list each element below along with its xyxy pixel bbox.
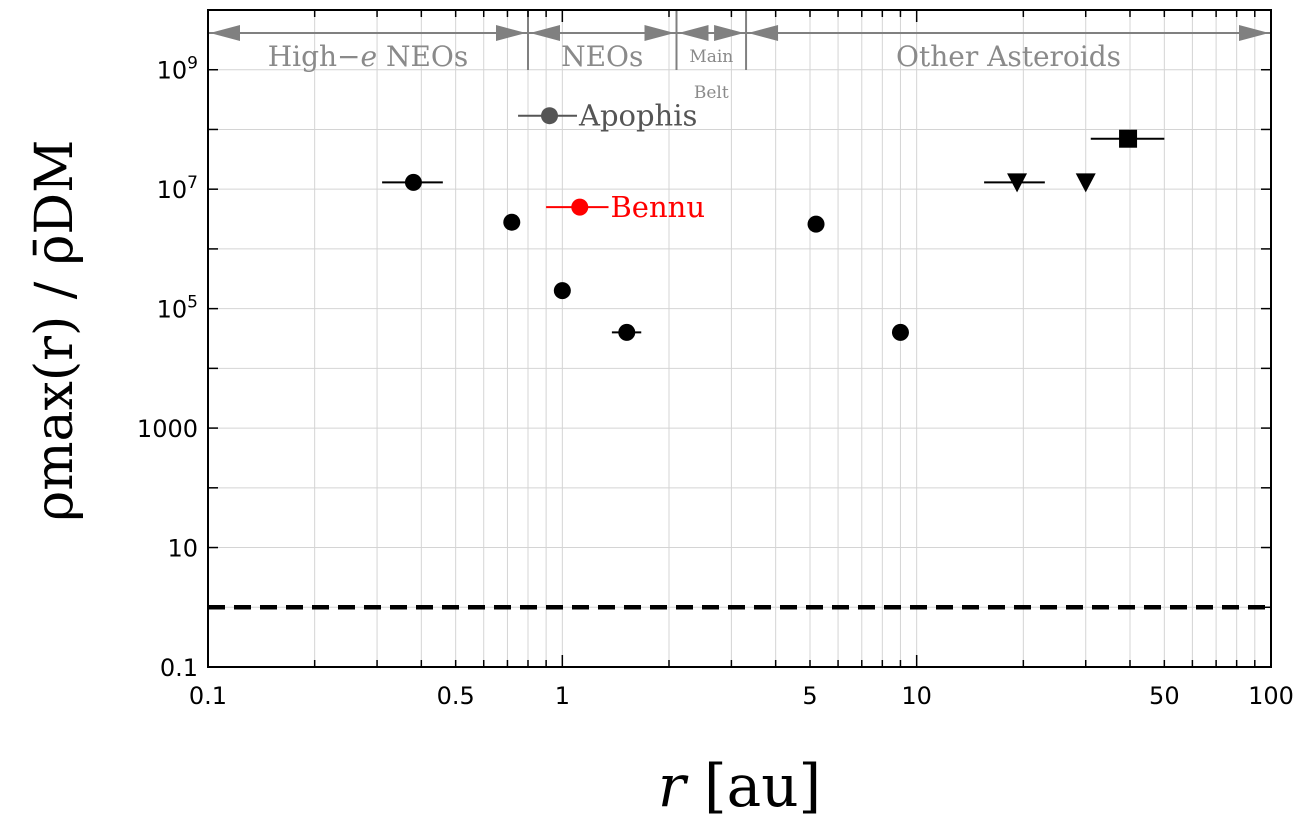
region-annotations: High−e NEOs NEOs Main Belt Other Asteroids [208,10,1271,103]
region-arrow-head [714,25,745,41]
grid [208,10,1271,667]
x-tick-label: 0.1 [189,682,227,710]
region-arrow-head [210,25,240,41]
data-point-circle [503,213,521,231]
x-tick-label: 100 [1248,682,1294,710]
y-tick-label: 105 [157,293,198,324]
plot-frame [207,9,1272,668]
data-point-circle [553,282,571,300]
data-point-triangle-down [1007,173,1028,193]
named-points: Apophis Bennu [518,99,705,224]
region-label: Other Asteroids [896,40,1121,73]
data-point-circle [807,215,825,233]
data-point-circle [404,173,422,191]
data-point-square [1119,129,1138,148]
region-arrow-head [678,25,709,41]
x-tick-label: 0.5 [437,682,475,710]
y-tick-label: 0.1 [160,654,198,682]
x-tick-label: 1 [555,682,570,710]
region-label: Belt [694,83,729,103]
region-label: High−e NEOs [268,40,469,73]
region-arrow-head [529,25,560,41]
y-tick-label: 109 [157,54,198,85]
y-tick-label: 107 [157,173,198,204]
point-bennu-label: Bennu [611,190,706,224]
y-tick-label: 10 [167,535,198,563]
region-arrow-head [748,25,779,41]
region-arrow-head [644,25,675,41]
data-point-triangle-down [1075,173,1096,193]
data-points [382,129,1165,341]
point-bennu [571,198,589,216]
point-apophis [541,107,559,125]
y-axis-title: ρmax(r) / ρ̄DM [25,140,85,522]
region-label: NEOs [561,40,643,73]
region-arrow-head [495,25,526,41]
x-tick-label: 10 [901,682,932,710]
axis-titles: r [au] ρmax(r) / ρ̄DM [25,140,821,815]
region-label: Main [689,47,733,67]
y-tick-label: 1000 [137,415,198,443]
region-arrow-head [1239,25,1269,41]
x-tick-label: 5 [802,682,817,710]
point-apophis-label: Apophis [578,99,697,133]
x-tick-label: 50 [1149,682,1180,710]
data-point-circle [618,323,636,341]
x-axis-title: r [au] [658,752,821,815]
axis-ticks: 0.1 0.5 1 5 10 50 100 0.1 10 1000 105 107 109 [137,9,1294,710]
data-point-circle [891,323,909,341]
